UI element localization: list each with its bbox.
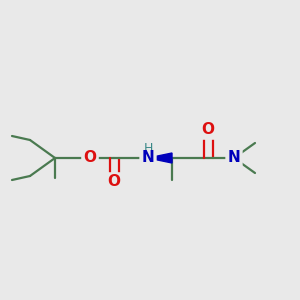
Text: O: O bbox=[202, 122, 214, 137]
Text: O: O bbox=[107, 175, 121, 190]
Text: H: H bbox=[143, 142, 153, 154]
Text: N: N bbox=[228, 151, 240, 166]
Text: N: N bbox=[142, 151, 154, 166]
Text: O: O bbox=[107, 175, 121, 190]
Text: O: O bbox=[83, 151, 97, 166]
Text: H: H bbox=[143, 142, 153, 154]
Text: O: O bbox=[202, 122, 214, 137]
Text: N: N bbox=[228, 151, 240, 166]
Polygon shape bbox=[148, 153, 172, 163]
Text: N: N bbox=[142, 151, 154, 166]
Text: O: O bbox=[83, 151, 97, 166]
